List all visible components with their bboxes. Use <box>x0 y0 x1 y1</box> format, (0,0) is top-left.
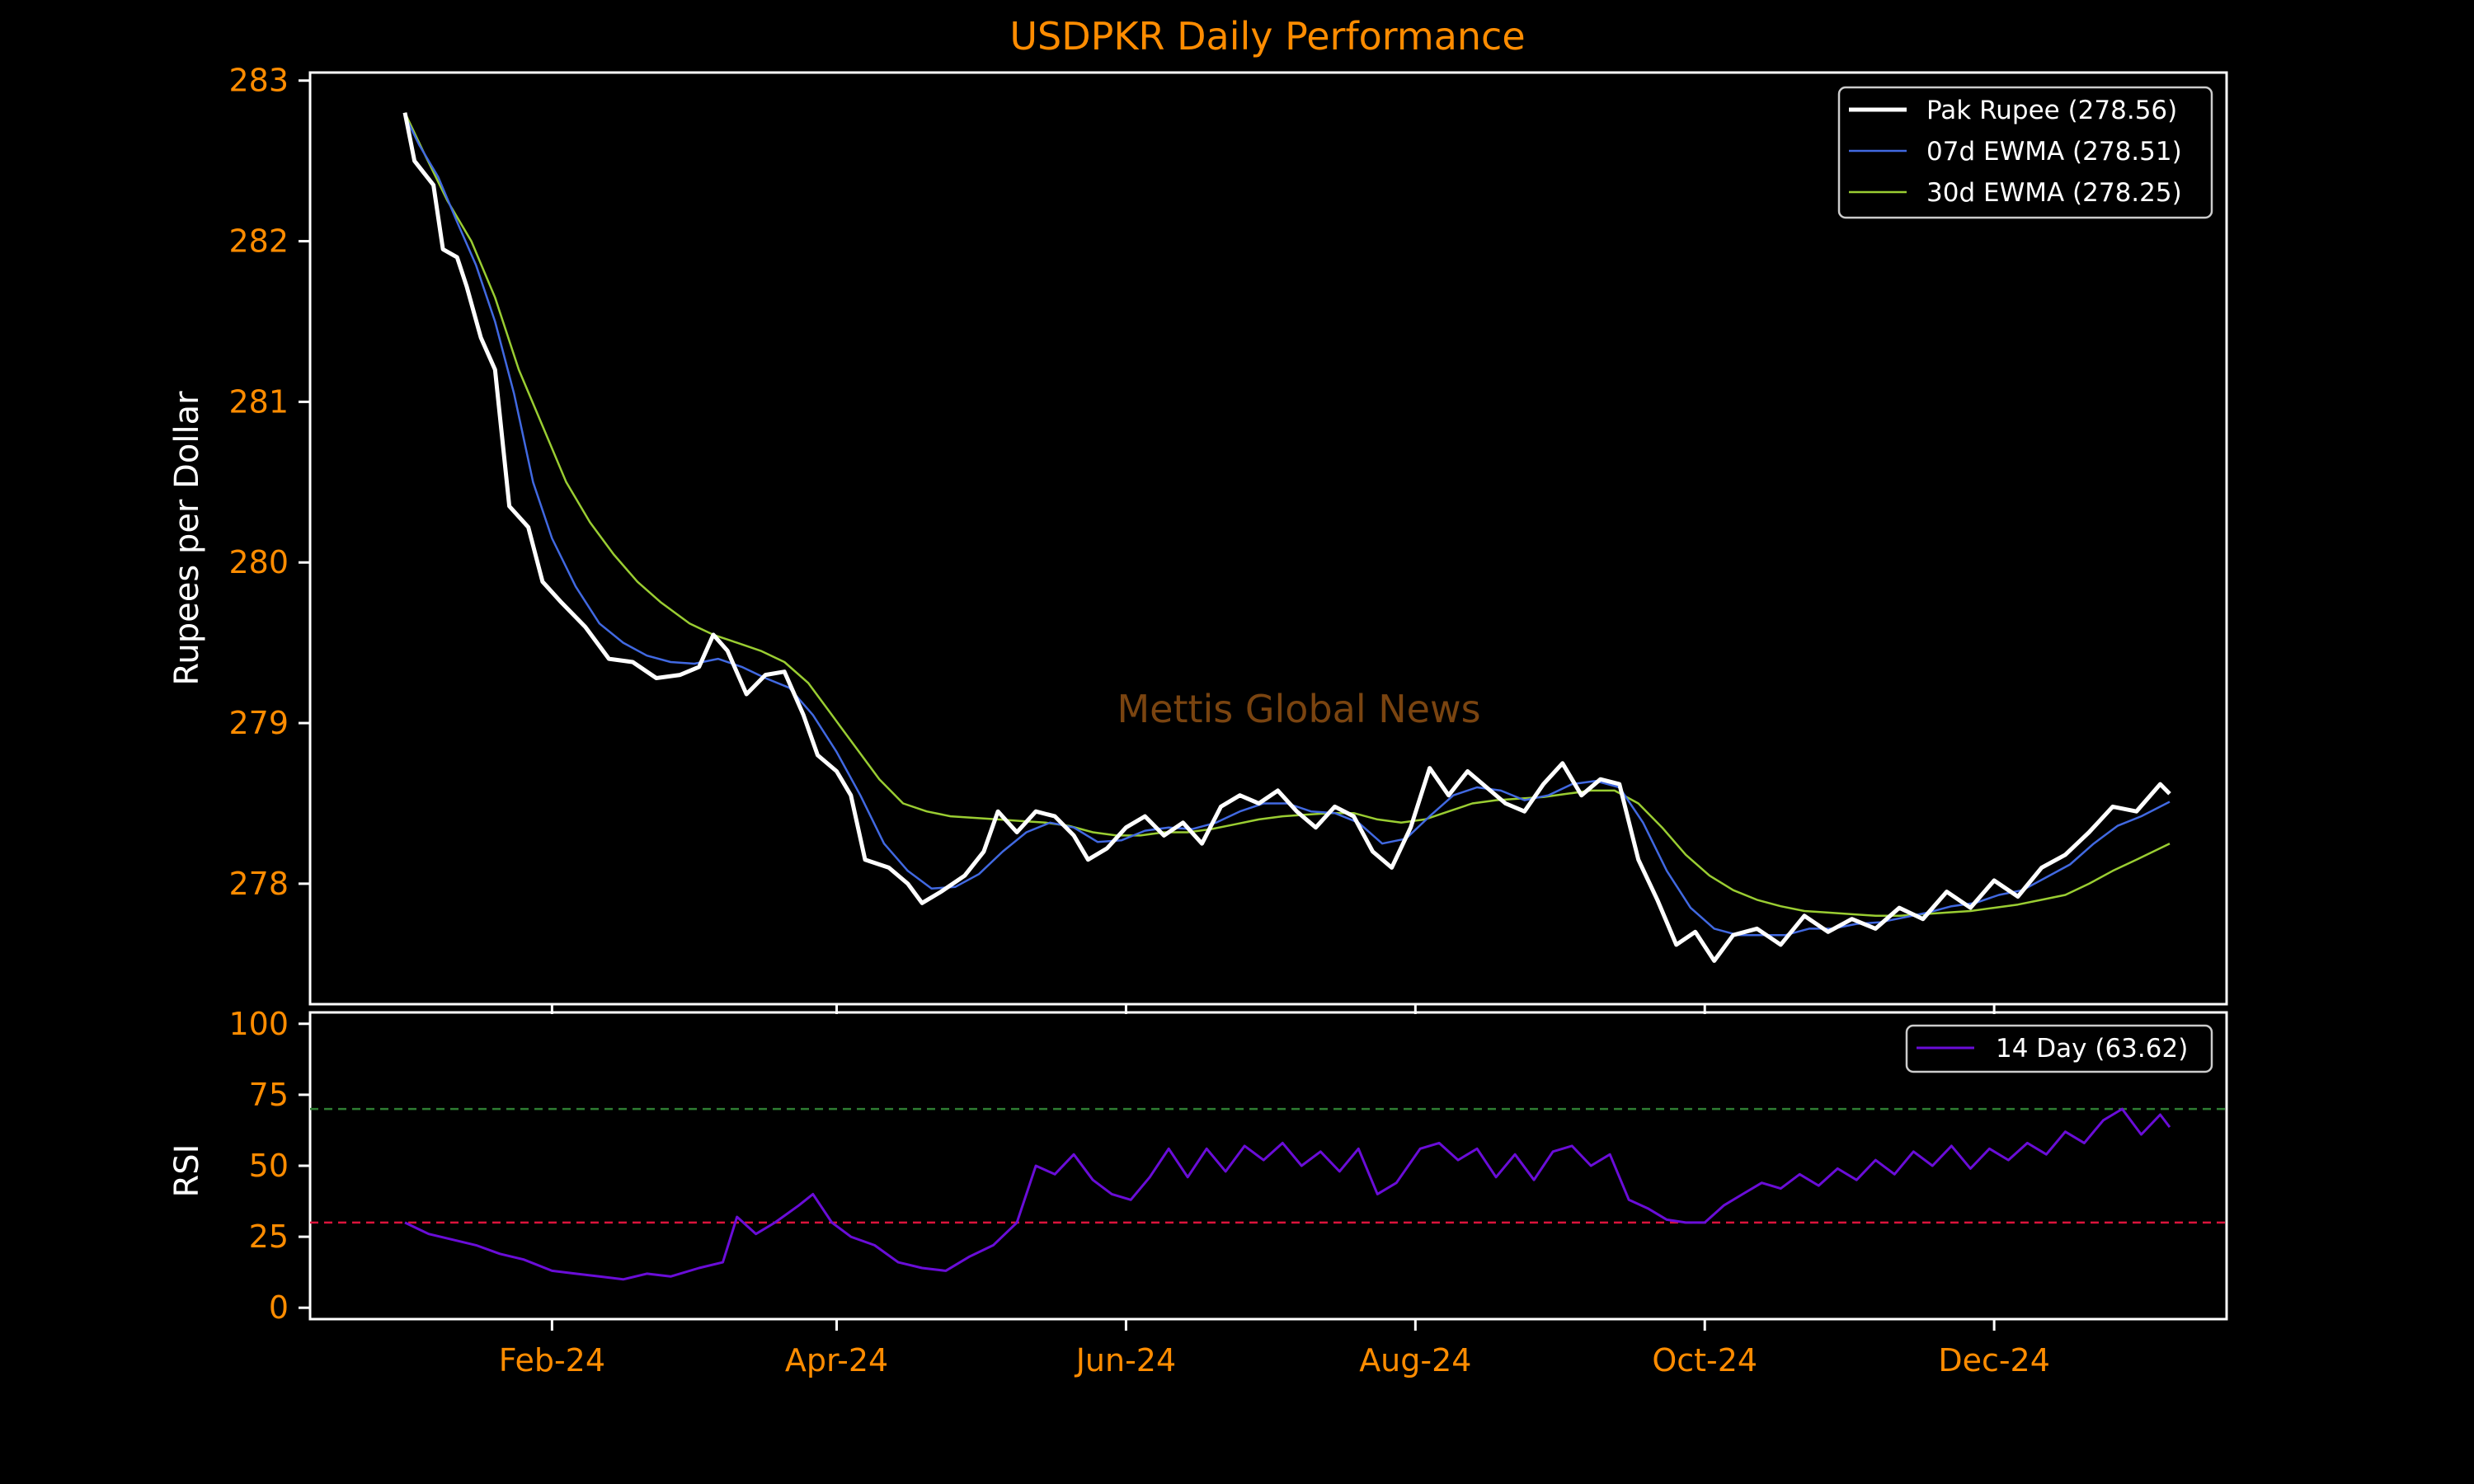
price-y-tick-label: 282 <box>228 223 289 260</box>
price-legend: Pak Rupee (278.56) 07d EWMA (278.51) 30d… <box>1837 86 2213 219</box>
watermark: Mettis Global News <box>1117 687 1480 731</box>
x-tick-label: Feb-24 <box>499 1342 605 1378</box>
x-tick-label: Oct-24 <box>1652 1342 1757 1378</box>
rsi-y-tick-label: 50 <box>249 1148 289 1184</box>
legend-label-07d-ewma: 07d EWMA (278.51) <box>1926 137 2182 167</box>
rsi-y-tick-label: 25 <box>249 1219 289 1255</box>
series-line-pak-rupee <box>402 112 2171 963</box>
price-y-tick-label: 283 <box>228 63 289 99</box>
x-tick-label: Apr-24 <box>785 1342 888 1378</box>
price-plot-frame <box>308 71 2228 1006</box>
price-y-tick-label: 278 <box>228 866 289 902</box>
legend-label-30d-ewma: 30d EWMA (278.25) <box>1926 178 2182 208</box>
rsi-y-ticks: 100 75 50 25 0 <box>228 1006 310 1326</box>
price-panel: Mettis Global News 283 282 281 280 279 278 Ru… <box>168 63 2228 1006</box>
x-tick-label: Jun-24 <box>1075 1342 1176 1378</box>
series-line-30d-ewma <box>403 112 2171 918</box>
price-y-tick-label: 280 <box>228 544 289 580</box>
x-axis: Feb-24 Apr-24 Jun-24 Aug-24 Oct-24 Dec-24 <box>499 1004 2050 1378</box>
price-y-tick-label: 281 <box>228 383 289 420</box>
legend-label-rsi-14day: 14 Day (63.62) <box>1996 1034 2188 1064</box>
rsi-y-tick-label: 100 <box>228 1006 289 1042</box>
price-lines <box>402 112 2171 963</box>
price-legend-box <box>1837 86 2213 219</box>
price-y-ticks: 283 282 281 280 279 278 <box>228 63 310 902</box>
rsi-lines <box>404 1107 2171 1281</box>
x-tick-label: Dec-24 <box>1938 1342 2050 1378</box>
rsi-legend: 14 Day (63.62) <box>1905 1024 2213 1073</box>
rsi-y-tick-label: 75 <box>249 1077 289 1113</box>
price-y-axis-label: Rupees per Dollar <box>168 391 206 686</box>
x-tick-label: Aug-24 <box>1359 1342 1471 1378</box>
series-line-rsi-14-day <box>404 1107 2171 1281</box>
rsi-panel: 100 75 50 25 0 RSI 14 Day (63.62) <box>168 1006 2228 1326</box>
rsi-reference-lines <box>310 1107 2227 1224</box>
chart-title: USDPKR Daily Performance <box>1009 14 1525 59</box>
rsi-legend-box <box>1905 1024 2213 1073</box>
rsi-y-axis-label: RSI <box>168 1144 206 1198</box>
price-y-tick-label: 279 <box>228 705 289 741</box>
legend-label-pak-rupee: Pak Rupee (278.56) <box>1926 96 2177 125</box>
rsi-y-tick-label: 0 <box>269 1289 289 1326</box>
